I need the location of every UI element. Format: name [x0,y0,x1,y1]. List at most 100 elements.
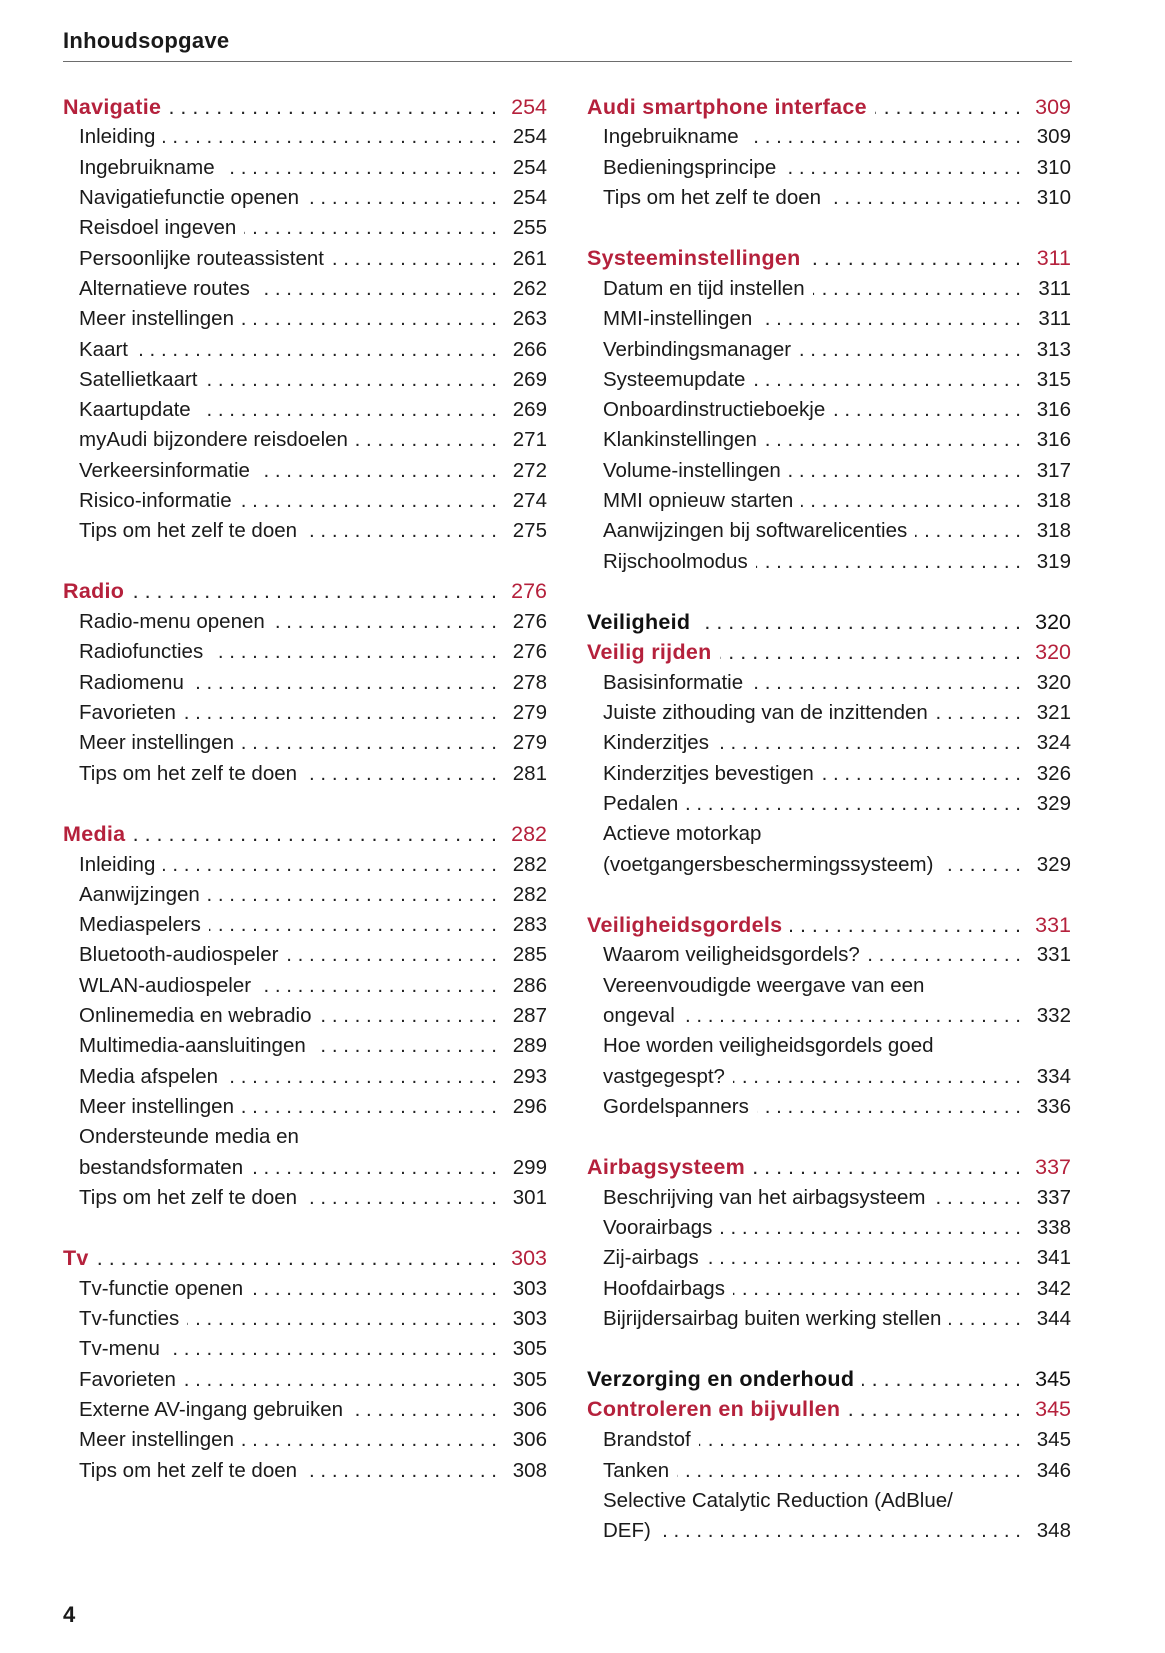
toc-entry[interactable]: Beschrijving van het airbagsysteem 337 [587,1183,1071,1213]
toc-entry-title: DEF) [603,1519,651,1543]
toc-entry[interactable]: Tips om het zelf te doen 301 [63,1183,547,1213]
toc-entry[interactable]: Ondersteunde media en [63,1122,547,1152]
toc-entry[interactable]: Tips om het zelf te doen 275 [63,516,547,546]
toc-entry-title: Kinderzitjes bevestigen [603,761,814,785]
toc-entry[interactable]: WLAN-audiospeler 286 [63,971,547,1001]
toc-chapter[interactable]: Audi smartphone interface 309 [587,92,1071,122]
toc-entry[interactable]: Navigatiefunctie openen 254 [63,183,547,213]
toc-entry[interactable]: Ingebruikname 309 [587,122,1071,152]
toc-entry[interactable]: Systeemupdate 315 [587,365,1071,395]
toc-entry[interactable]: (voetgangersbeschermingssysteem) 329 [587,849,1071,879]
toc-entry[interactable]: Mediaspelers 283 [63,910,547,940]
toc-entry[interactable]: MMI-instellingen 311 [587,304,1071,334]
toc-entry[interactable]: Tips om het zelf te doen 310 [587,183,1071,213]
toc-entry[interactable]: Ingebruikname 254 [63,153,547,183]
toc-entry[interactable]: Hoofdairbags 342 [587,1274,1071,1304]
toc-entry[interactable]: Datum en tijd instellen 311 [587,274,1071,304]
toc-chapter[interactable]: Media 282 [63,819,547,849]
toc-entry-title: Onlinemedia en webradio [79,1004,312,1028]
toc-entry[interactable]: Radiomenu 278 [63,668,547,698]
toc-entry[interactable]: Radio-menu openen 276 [63,607,547,637]
toc-entry[interactable]: Aanwijzingen 282 [63,880,547,910]
toc-entry[interactable]: Meer instellingen 306 [63,1425,547,1455]
toc-entry[interactable]: Tv-functie openen 303 [63,1274,547,1304]
toc-entry[interactable]: Klankinstellingen 316 [587,425,1071,455]
toc-entry[interactable]: vastgegespt? 334 [587,1062,1071,1092]
toc-entry[interactable]: Volume-instellingen 317 [587,456,1071,486]
toc-entry[interactable]: Multimedia-aansluitingen 289 [63,1031,547,1061]
toc-entry-title: Navigatie [63,94,162,119]
toc-entry-title: Gordelspanners [603,1094,749,1118]
toc-entry[interactable]: Tips om het zelf te doen 281 [63,759,547,789]
toc-entry[interactable]: Tv-functies 303 [63,1304,547,1334]
toc-entry[interactable]: Bijrijdersairbag buiten werking stellen 3… [587,1304,1071,1334]
toc-entry[interactable]: Persoonlijke routeassistent 261 [63,243,547,273]
toc-entry[interactable]: Onboardinstructieboekje 316 [587,395,1071,425]
toc-entry[interactable]: MMI opnieuw starten 318 [587,486,1071,516]
toc-entry[interactable]: Rijschoolmodus 319 [587,546,1071,576]
toc-spacer [63,546,547,576]
toc-chapter[interactable]: Systeeminstellingen 311 [587,243,1071,273]
toc-entry[interactable]: Basisinformatie 320 [587,668,1071,698]
toc-entry[interactable]: Radiofuncties 276 [63,637,547,667]
toc-entry[interactable]: ongeval 332 [587,1001,1071,1031]
toc-chapter[interactable]: Tv 303 [63,1243,547,1273]
toc-entry[interactable]: Zij-airbags 341 [587,1243,1071,1273]
dot-leader [163,853,497,877]
toc-entry[interactable]: Reisdoel ingeven 255 [63,213,547,243]
toc-entry[interactable]: Kaartupdate 269 [63,395,547,425]
toc-entry[interactable]: Vereenvoudigde weergave van een [587,971,1071,1001]
toc-entry[interactable]: Waarom veiligheidsgordels? 331 [587,940,1071,970]
toc-entry[interactable]: Pedalen 329 [587,789,1071,819]
toc-entry[interactable]: Onlinemedia en webradio 287 [63,1001,547,1031]
toc-entry[interactable]: Actieve motorkap [587,819,1071,849]
toc-entry[interactable]: Brandstof 345 [587,1425,1071,1455]
toc-entry[interactable]: Kinderzitjes bevestigen 326 [587,759,1071,789]
toc-entry[interactable]: Verbindingsmanager 313 [587,334,1071,364]
toc-entry[interactable]: Tips om het zelf te doen 308 [63,1455,547,1485]
toc-entry[interactable]: Risico-informatie 274 [63,486,547,516]
toc-chapter[interactable]: Navigatie 254 [63,92,547,122]
toc-entry[interactable]: Tv-menu 305 [63,1334,547,1364]
toc-entry[interactable]: Voorairbags 338 [587,1213,1071,1243]
toc-page-number: 318 [1036,489,1071,512]
toc-entry[interactable]: Favorieten 305 [63,1364,547,1394]
dot-leader [97,1246,497,1271]
toc-entry[interactable]: Meer instellingen 296 [63,1092,547,1122]
toc-chapter[interactable]: Controleren en bijvullen 345 [587,1395,1071,1425]
toc-entry[interactable]: Media afspelen 293 [63,1062,547,1092]
dot-leader [862,1367,1021,1392]
toc-entry[interactable]: Tanken 346 [587,1455,1071,1485]
toc-chapter[interactable]: Airbagsysteem 337 [587,1152,1071,1182]
toc-entry[interactable]: Selective Catalytic Reduction (AdBlue/ [587,1486,1071,1516]
toc-entry-title: Inleiding [79,125,156,149]
toc-chapter[interactable]: Veilig rijden 320 [587,637,1071,667]
toc-chapter[interactable]: Radio 276 [63,577,547,607]
toc-entry[interactable]: Meer instellingen 263 [63,304,547,334]
toc-part[interactable]: Verzorging en onderhoud 345 [587,1364,1071,1394]
toc-entry[interactable]: Inleiding 254 [63,122,547,152]
dot-leader [941,853,1021,877]
toc-entry[interactable]: Bedieningsprincipe 310 [587,153,1071,183]
toc-entry[interactable]: Meer instellingen 279 [63,728,547,758]
toc-entry[interactable]: Aanwijzingen bij softwarelicenties 318 [587,516,1071,546]
toc-entry[interactable]: Juiste zithouding van de inzittenden 321 [587,698,1071,728]
dot-leader [915,519,1021,543]
toc-entry[interactable]: Externe AV-ingang gebruiken 306 [63,1395,547,1425]
toc-entry[interactable]: Gordelspanners 336 [587,1092,1071,1122]
toc-entry[interactable]: Inleiding 282 [63,849,547,879]
toc-entry[interactable]: DEF) 348 [587,1516,1071,1546]
toc-entry[interactable]: bestandsformaten 299 [63,1152,547,1182]
toc-part[interactable]: Veiligheid 320 [587,607,1071,637]
toc-entry-title: Multimedia-aansluitingen [79,1034,306,1058]
toc-chapter[interactable]: Veiligheidsgordels 331 [587,910,1071,940]
toc-entry[interactable]: Bluetooth-audiospeler 285 [63,940,547,970]
toc-entry[interactable]: Alternatieve routes 262 [63,274,547,304]
toc-entry[interactable]: Satellietkaart 269 [63,365,547,395]
toc-entry[interactable]: Favorieten 279 [63,698,547,728]
toc-entry[interactable]: Kinderzitjes 324 [587,728,1071,758]
toc-entry[interactable]: Hoe worden veiligheidsgordels goed [587,1031,1071,1061]
toc-entry[interactable]: Verkeersinformatie 272 [63,456,547,486]
toc-entry[interactable]: myAudi bijzondere reisdoelen 271 [63,425,547,455]
toc-entry[interactable]: Kaart 266 [63,334,547,364]
